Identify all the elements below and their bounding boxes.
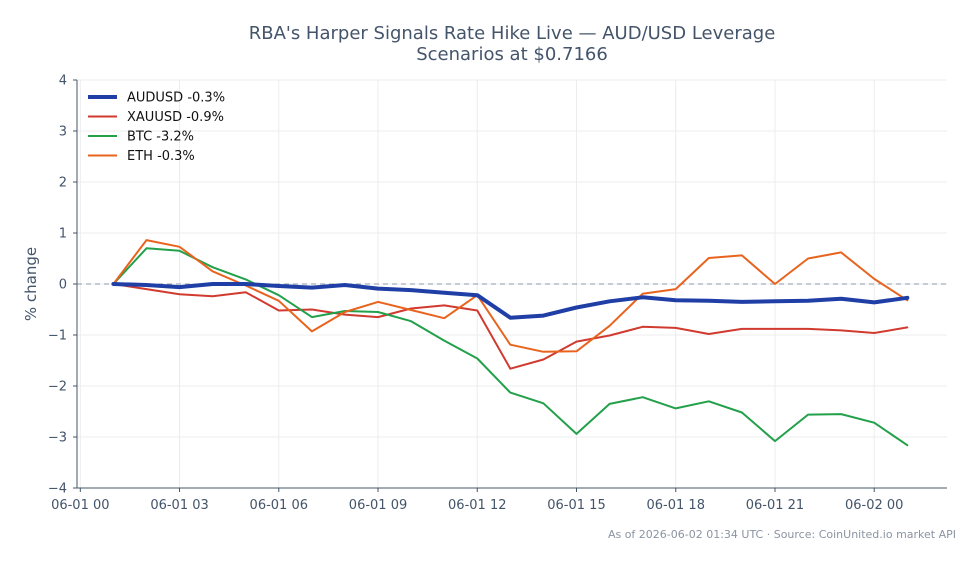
y-tick-label-0: 4 (59, 74, 67, 89)
series-lines (111, 239, 910, 447)
series-line-1 (112, 283, 909, 370)
series-line-0 (111, 282, 910, 320)
chart-title-line-1: RBA's Harper Signals Rate Hike Live — AU… (249, 23, 776, 44)
chart-title-line-2: Scenarios at $0.7166 (416, 44, 608, 65)
x-tick-label-3: 06-01 09 (349, 498, 407, 513)
y-tick-label-8: −4 (48, 482, 67, 497)
x-tick-label-2: 06-01 06 (250, 498, 308, 513)
legend-label-2: BTC -3.2% (127, 130, 194, 145)
y-tick-label-3: 1 (59, 227, 67, 242)
x-tick-label-7: 06-01 21 (746, 498, 804, 513)
y-tick-label-7: −3 (48, 431, 67, 446)
legend-label-1: XAUUSD -0.9% (127, 110, 224, 125)
legend-label-3: ETH -0.3% (127, 149, 195, 164)
y-tick-label-5: −1 (48, 329, 67, 344)
y-tick-label-6: −2 (48, 380, 67, 395)
x-tick-label-1: 06-01 03 (150, 498, 208, 513)
y-tick-label-2: 2 (59, 176, 67, 191)
x-tick-label-4: 06-01 12 (448, 498, 506, 513)
x-tick-label-6: 06-01 18 (647, 498, 705, 513)
x-tick-label-8: 06-02 00 (845, 498, 903, 513)
legend: AUDUSD -0.3% XAUUSD -0.9% BTC -3.2% ETH -0.… (88, 91, 225, 164)
y-tick-label-1: 3 (59, 125, 67, 140)
footer-source-note: As of 2026-06-02 01:34 UTC · Source: Coi… (608, 528, 956, 541)
legend-label-0: AUDUSD -0.3% (127, 91, 225, 106)
y-axis-ticks: 4 3 2 1 0 −1 −2 −3 −4 (48, 74, 77, 497)
x-tick-label-5: 06-01 15 (547, 498, 605, 513)
x-tick-label-0: 06-01 00 (51, 498, 109, 513)
series-line-2 (112, 247, 909, 447)
y-tick-label-4: 0 (59, 278, 67, 293)
y-axis-label: % change (22, 247, 40, 321)
x-axis-ticks: 06-01 00 06-01 03 06-01 06 06-01 09 06-01 12… (51, 488, 903, 513)
